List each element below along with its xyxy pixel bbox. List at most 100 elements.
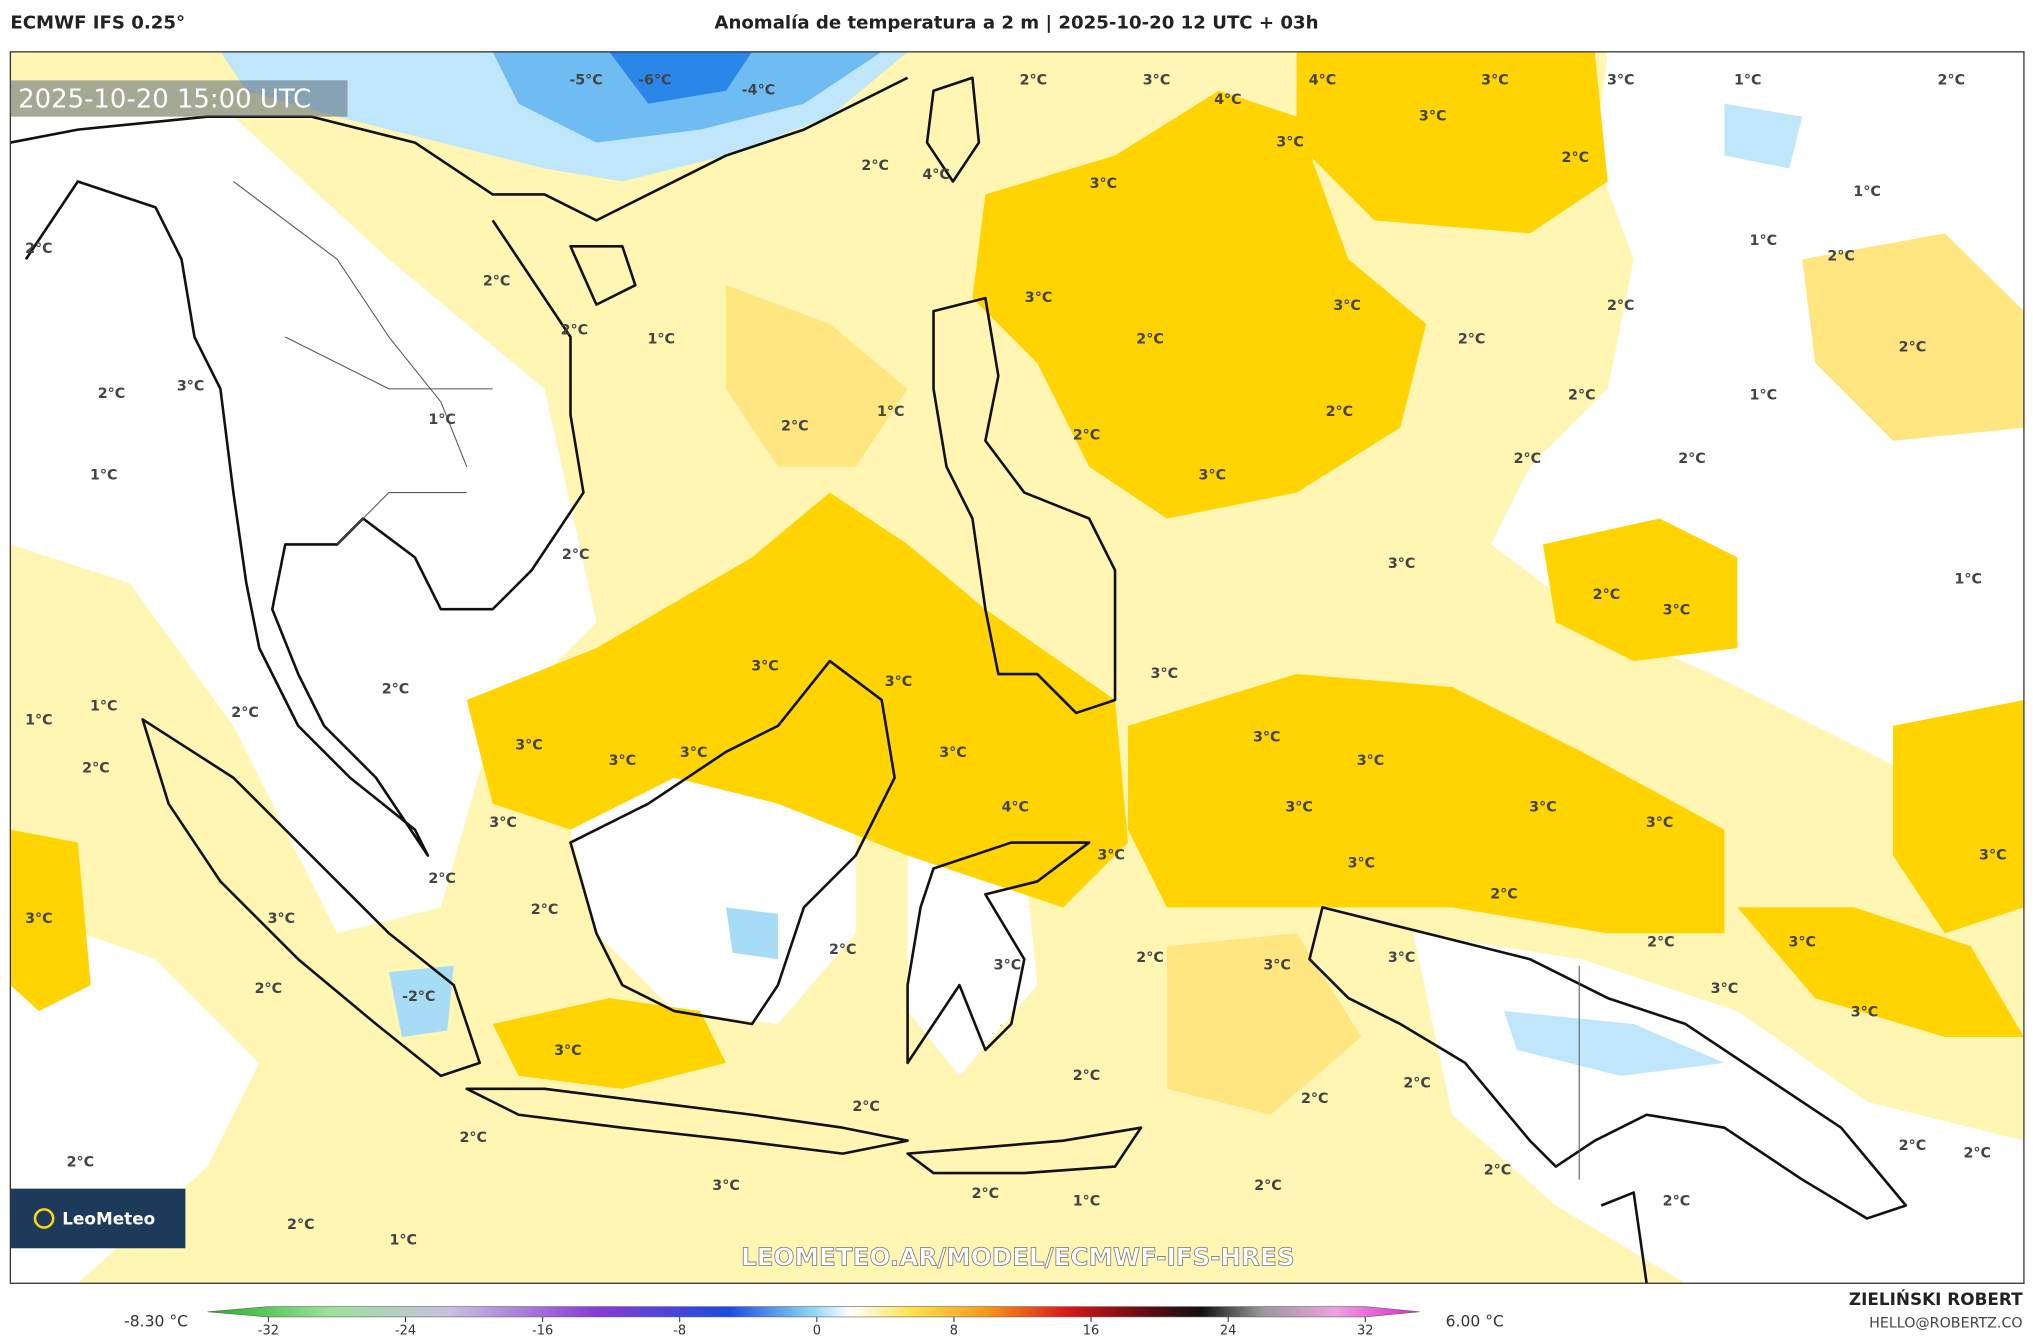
contour-label: 1°C	[90, 698, 118, 714]
colorbar-tick-label: 0	[813, 1324, 821, 1339]
contour-label: 3°C	[1788, 934, 1816, 950]
contour-label: 2°C	[1136, 332, 1164, 348]
contour-label: 3°C	[1276, 135, 1304, 151]
contour-label: 2°C	[1827, 249, 1855, 265]
contour-label: 3°C	[680, 745, 708, 761]
email[interactable]: HELLO@ROBERTZ.CO	[1869, 1315, 2023, 1331]
contour-label: 3°C	[268, 911, 296, 927]
contour-label: 1°C	[1073, 1194, 1101, 1210]
contour-label: 1°C	[389, 1232, 417, 1248]
contour-label: 2°C	[1403, 1076, 1431, 1092]
contour-label: 2°C	[861, 158, 889, 174]
contour-label: 3°C	[609, 753, 637, 769]
contour-label: 3°C	[1529, 800, 1557, 816]
contour-label: 3°C	[1357, 753, 1385, 769]
colorbar-min: -8.30 °C	[124, 1313, 188, 1331]
contour-label: 2°C	[1938, 72, 1966, 88]
contour-label: 3°C	[1481, 72, 1509, 88]
contour-label: 2°C	[1562, 150, 1590, 166]
contour-label: 2°C	[459, 1130, 487, 1146]
contour-label: 3°C	[1025, 290, 1053, 306]
contour-label: 3°C	[939, 745, 967, 761]
contour-label: 3°C	[994, 958, 1022, 974]
contour-label: 3°C	[1388, 556, 1416, 572]
contour-label: 2°C	[82, 761, 110, 777]
contour-label: 3°C	[177, 378, 205, 394]
contour-label: 3°C	[1263, 958, 1291, 974]
logo-text[interactable]: LeoMeteo	[62, 1209, 155, 1229]
contour-label: 3°C	[1979, 848, 2007, 864]
contour-label: 2°C	[1484, 1162, 1512, 1178]
contour-label: 3°C	[1199, 468, 1227, 484]
contour-label: -6°C	[638, 72, 671, 88]
timestamp-box	[10, 80, 348, 117]
contour-label: 1°C	[1750, 387, 1778, 403]
contour-label: 2°C	[1136, 950, 1164, 966]
contour-label: 2°C	[1458, 332, 1486, 348]
contour-label: 3°C	[1143, 72, 1171, 88]
contour-label: 3°C	[1097, 848, 1125, 864]
contour-label: 2°C	[1963, 1146, 1991, 1162]
contour-label: 2°C	[231, 705, 259, 721]
contour-label: 3°C	[885, 674, 913, 690]
colorbar-ticks: -32 -24 -16 -8 0 8 16 24 32	[258, 1316, 1374, 1339]
logo-sun	[33, 1208, 55, 1229]
contour-label: 4°C	[922, 167, 950, 183]
colorbar-tick-label: 8	[950, 1324, 958, 1339]
contour-label: 2°C	[483, 273, 511, 289]
model-name: ECMWF IFS 0.25°	[10, 12, 185, 33]
colorbar-tick-label: 16	[1083, 1324, 1099, 1339]
contour-label: 3°C	[712, 1178, 740, 1194]
contour-label: 2°C	[829, 942, 857, 958]
contour-label: 1°C	[90, 468, 118, 484]
map: -5°C -6°C -4°C 2°C 3°C 4°C 4°C 3°C 3°C 1°C 2°C 3°C 3…	[10, 51, 2024, 1284]
contour-label: 4°C	[1309, 72, 1337, 88]
logo-box	[10, 1188, 186, 1249]
contour-label: 2°C	[1301, 1091, 1329, 1107]
contour-label: 1°C	[1734, 72, 1762, 88]
contour-label: 2°C	[287, 1217, 315, 1233]
contour-label: 2°C	[255, 981, 283, 997]
contour-label: 3°C	[1851, 1004, 1879, 1020]
contour-label: 1°C	[877, 404, 905, 420]
contour-label: 3°C	[1285, 800, 1313, 816]
contour-label: 2°C	[1663, 1194, 1691, 1210]
colorbar-tick-label: -24	[395, 1324, 416, 1339]
contour-label: 3°C	[1151, 666, 1179, 682]
contour-label: 2°C	[1647, 934, 1675, 950]
contour-label: 3°C	[1388, 950, 1416, 966]
contour-label: 1°C	[25, 713, 53, 729]
contour-label: 2°C	[1073, 1068, 1101, 1084]
contour-label: 3°C	[1607, 72, 1635, 88]
contour-label: 1°C	[647, 332, 675, 348]
contour-label: 2°C	[1254, 1178, 1282, 1194]
contour-label: 2°C	[1020, 72, 1048, 88]
contour-label: 2°C	[561, 323, 589, 339]
contour-label: 2°C	[1593, 587, 1621, 603]
moderate-areas	[726, 233, 2024, 1115]
map-frame	[9, 51, 2025, 1284]
contour-label: 2°C	[25, 241, 53, 257]
contour-label: 3°C	[751, 658, 779, 674]
contour-label: 3°C	[1711, 981, 1739, 997]
author: ZIELIŃSKI ROBERT	[1849, 1288, 2023, 1309]
timestamp: 2025-10-20 15:00 UTC	[18, 84, 311, 114]
contour-label: 4°C	[1001, 800, 1029, 816]
contour-label: 2°C	[972, 1186, 1000, 1202]
contour-label: 2°C	[781, 418, 809, 434]
coastlines	[10, 76, 1908, 1284]
contour-label: 2°C	[1678, 451, 1706, 467]
contour-label: 2°C	[1607, 298, 1635, 314]
contour-label: 1°C	[1853, 184, 1881, 200]
colorbar-tick-label: -32	[258, 1324, 279, 1339]
contour-label: 3°C	[1646, 815, 1674, 831]
colorbar-tick-label: 24	[1220, 1324, 1236, 1339]
contour-label: 2°C	[1326, 404, 1354, 420]
watermark: LEOMETEO.AR/MODEL/ECMWF-IFS-HRES	[741, 1243, 1295, 1272]
contour-label: 3°C	[1348, 855, 1376, 871]
cold-areas	[220, 51, 1803, 1076]
contour-label: 3°C	[1333, 298, 1361, 314]
contour-label: 3°C	[489, 815, 517, 831]
contour-label: 3°C	[515, 737, 543, 753]
